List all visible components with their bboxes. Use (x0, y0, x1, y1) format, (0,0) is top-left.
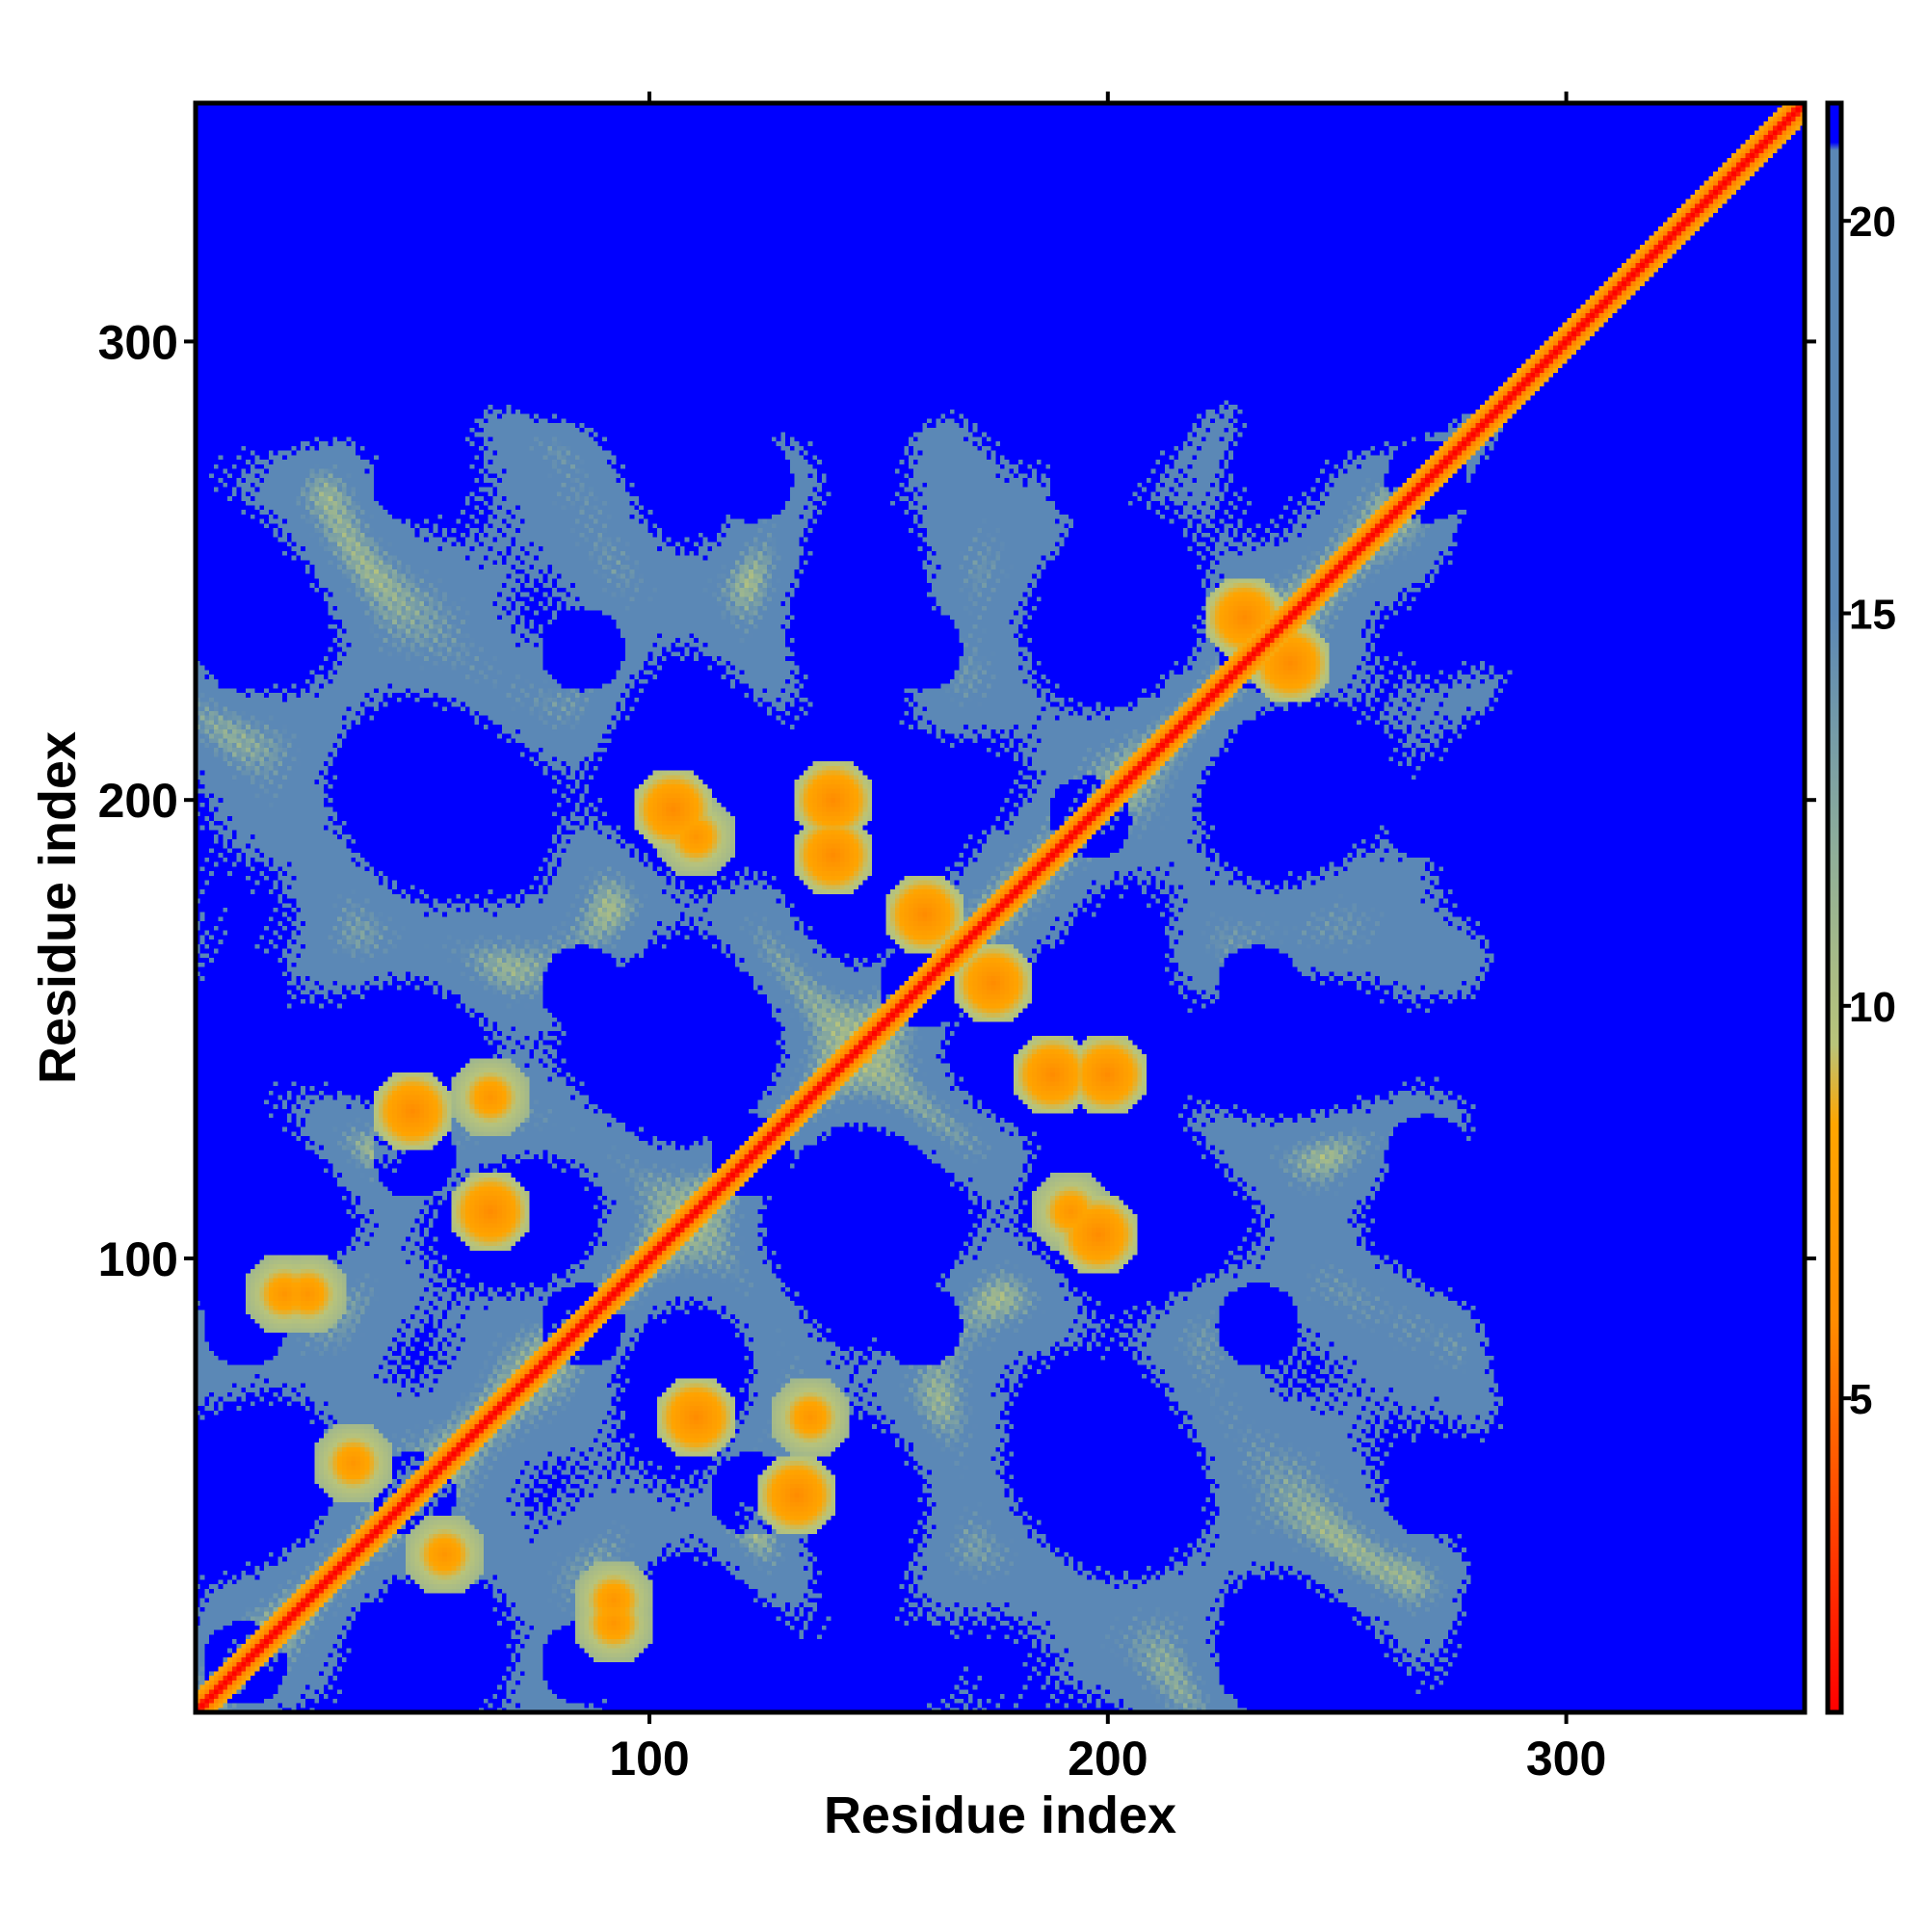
x-tick-label: 300 (1526, 1732, 1606, 1786)
plot-frame (193, 100, 1808, 1715)
y-tick-label: 100 (98, 1232, 178, 1286)
colorbar (1828, 103, 1841, 1712)
colorbar-frame (1825, 100, 1844, 1715)
colorbar-gradient (1828, 103, 1841, 1712)
colorbar-tick-label: 20 (1849, 198, 1896, 246)
y-axis-title: Residue index (29, 731, 87, 1084)
y-tick-label: 200 (98, 774, 178, 828)
x-tick-label: 100 (609, 1732, 689, 1786)
axis-ticks: 100 200 300 100 200 300 5 10 15 20 (98, 92, 1896, 1786)
heatmap-cells (196, 103, 1805, 1712)
colorbar-tick-label: 15 (1849, 592, 1896, 639)
y-tick-label: 300 (98, 315, 178, 369)
x-tick-label: 200 (1068, 1732, 1148, 1786)
colorbar-tick-label: 10 (1849, 984, 1896, 1031)
colorbar-tick-label: 5 (1849, 1376, 1872, 1423)
x-axis-title: Residue index (824, 1786, 1176, 1844)
